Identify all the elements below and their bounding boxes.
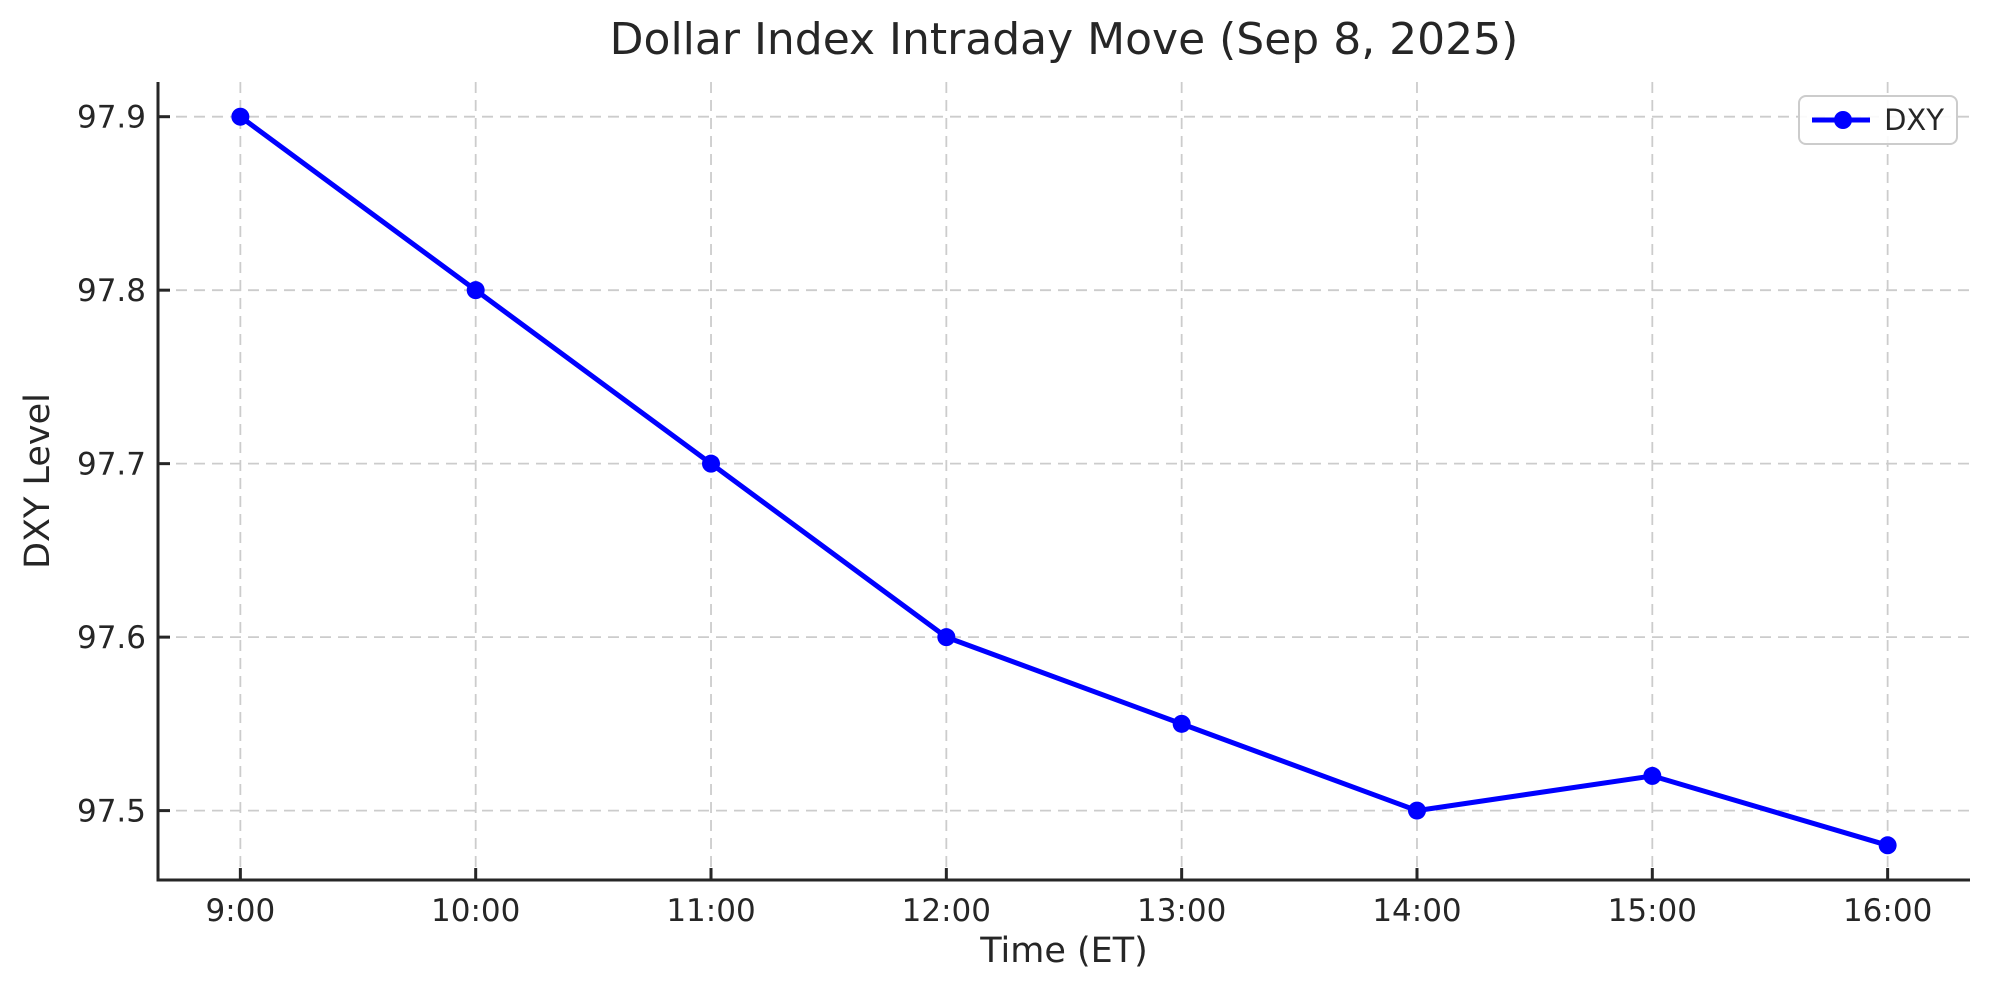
x-tick-label: 12:00 [902,893,991,929]
data-point-marker [937,628,956,647]
y-tick-label: 97.6 [77,620,146,656]
legend-marker-icon [1834,111,1852,129]
x-tick-label: 11:00 [666,893,755,929]
data-point-marker [702,454,721,473]
y-tick-label: 97.8 [77,273,146,309]
data-point-marker [231,107,250,126]
x-tick-label: 9:00 [206,893,276,929]
x-tick-label: 13:00 [1137,893,1226,929]
y-tick-label: 97.5 [77,794,146,830]
x-axis-label: Time (ET) [980,931,1148,971]
data-point-marker [1407,801,1426,820]
x-tick-label: 14:00 [1372,893,1461,929]
chart-title: Dollar Index Intraday Move (Sep 8, 2025) [609,14,1519,65]
x-tick-label: 10:00 [431,893,520,929]
data-point-marker [1643,766,1662,785]
data-point-marker [1172,714,1191,733]
data-point-marker [466,281,485,300]
legend: DXY [1798,95,1958,145]
y-tick-label: 97.7 [77,447,146,483]
legend-label: DXY [1884,102,1944,137]
y-tick-label: 97.9 [77,100,146,136]
x-tick-label: 16:00 [1843,893,1932,929]
x-tick-label: 15:00 [1608,893,1697,929]
dxy-line [237,114,1891,848]
data-point-marker [1878,836,1897,855]
legend-line-sample [1812,111,1871,129]
